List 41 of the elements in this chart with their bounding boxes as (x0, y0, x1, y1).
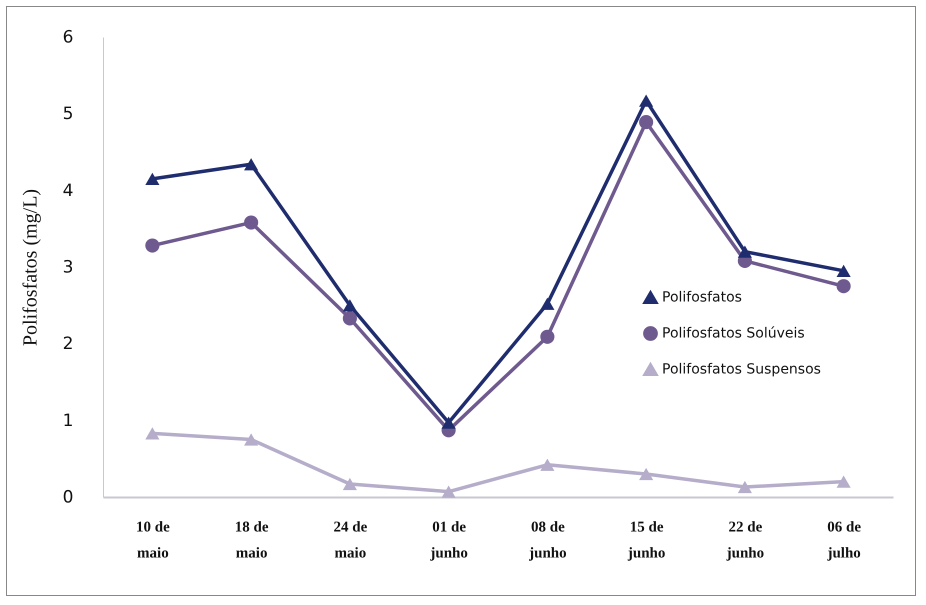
point (145, 238, 160, 253)
x-tick-label: 15 de junho (626, 520, 666, 562)
point (244, 215, 258, 230)
y-tick-label: 6 (62, 28, 74, 48)
point (342, 311, 357, 326)
point (738, 480, 752, 494)
point (145, 427, 160, 440)
point (145, 172, 160, 185)
point (639, 468, 654, 480)
point (540, 298, 554, 310)
legend-label: Polifosfatos Solúveis (662, 326, 805, 342)
point (639, 94, 654, 107)
y-axis-title: Polifosfatos (mg/L) (20, 188, 42, 346)
point (342, 478, 357, 490)
x-tick-label: 24 de maio (334, 520, 368, 562)
point (639, 115, 654, 130)
point (244, 433, 258, 446)
point (442, 416, 456, 429)
x-tick-label: 10 de maio (136, 520, 170, 562)
point (836, 476, 851, 488)
x-tick-label: 22 de junho (726, 520, 764, 562)
point (244, 158, 258, 170)
legend-label: Polifosfatos Suspensos (662, 362, 821, 378)
y-tick-label: 0 (62, 488, 74, 508)
y-tick-label: 1 (62, 410, 74, 431)
y-tick-label: 2 (62, 334, 74, 354)
x-tick-label: 18 de maio (234, 520, 269, 562)
legend-label: Polifosfatos (662, 290, 742, 306)
y-tick-label: 5 (62, 104, 74, 124)
x-tick-label: 08 de junho (528, 520, 567, 562)
point (836, 264, 851, 277)
point (836, 279, 851, 294)
x-tick-label: 06 de julho (826, 520, 862, 562)
y-tick-label: 3 (62, 258, 74, 278)
point (442, 486, 456, 498)
x-tick-label: 01 de junho (429, 520, 468, 562)
point (540, 330, 554, 344)
point (738, 246, 752, 258)
point (540, 458, 554, 471)
point (342, 299, 357, 312)
y-tick-label: 4 (62, 180, 74, 201)
